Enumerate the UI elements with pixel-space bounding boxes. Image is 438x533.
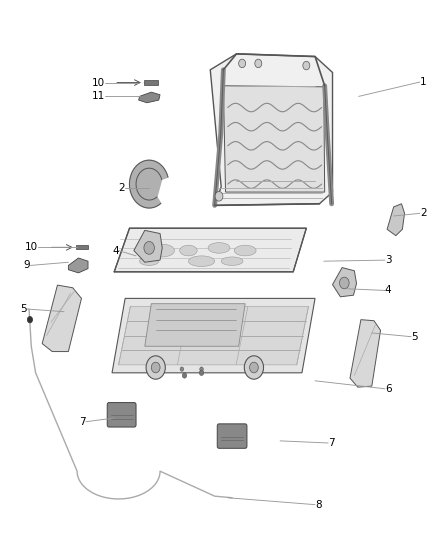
Circle shape <box>215 191 223 201</box>
Text: 9: 9 <box>24 261 30 270</box>
Polygon shape <box>332 268 357 297</box>
Ellipse shape <box>140 257 159 265</box>
Ellipse shape <box>150 244 174 257</box>
Polygon shape <box>134 230 162 262</box>
Circle shape <box>303 61 310 70</box>
Circle shape <box>244 356 264 379</box>
Circle shape <box>255 59 262 68</box>
Text: 4: 4 <box>385 286 392 295</box>
Bar <box>76 245 88 249</box>
Polygon shape <box>42 285 81 352</box>
Text: 3: 3 <box>385 255 392 265</box>
Polygon shape <box>210 54 332 205</box>
Ellipse shape <box>234 245 256 256</box>
Polygon shape <box>112 298 315 373</box>
Polygon shape <box>387 204 405 236</box>
Text: 5: 5 <box>20 304 27 314</box>
Circle shape <box>180 367 184 371</box>
Text: 10: 10 <box>92 78 105 88</box>
Circle shape <box>339 277 349 289</box>
Text: 1: 1 <box>420 77 427 87</box>
Circle shape <box>27 317 32 323</box>
Text: 5: 5 <box>411 332 418 342</box>
Text: 10: 10 <box>25 243 38 252</box>
Ellipse shape <box>221 257 243 265</box>
Text: 7: 7 <box>79 417 86 427</box>
Text: 7: 7 <box>328 438 335 448</box>
Circle shape <box>182 373 187 378</box>
Text: 8: 8 <box>315 499 321 510</box>
Polygon shape <box>68 258 88 273</box>
Text: 2: 2 <box>420 208 427 219</box>
Circle shape <box>250 362 258 373</box>
FancyBboxPatch shape <box>217 424 247 448</box>
Circle shape <box>239 59 246 68</box>
Text: 2: 2 <box>119 183 125 193</box>
Bar <box>144 80 158 85</box>
Text: 4: 4 <box>112 246 119 255</box>
Polygon shape <box>130 160 168 208</box>
Polygon shape <box>119 306 308 365</box>
FancyBboxPatch shape <box>107 402 136 427</box>
Text: 11: 11 <box>92 91 105 101</box>
Circle shape <box>151 362 160 373</box>
Ellipse shape <box>208 243 230 253</box>
Polygon shape <box>114 228 306 272</box>
Circle shape <box>144 241 154 254</box>
Polygon shape <box>139 92 160 103</box>
Polygon shape <box>223 86 325 192</box>
Circle shape <box>200 367 203 371</box>
Ellipse shape <box>188 256 215 266</box>
Polygon shape <box>350 320 381 387</box>
Polygon shape <box>145 304 245 346</box>
Circle shape <box>146 356 165 379</box>
Circle shape <box>199 370 204 375</box>
Ellipse shape <box>180 245 197 256</box>
Text: 6: 6 <box>385 384 392 394</box>
